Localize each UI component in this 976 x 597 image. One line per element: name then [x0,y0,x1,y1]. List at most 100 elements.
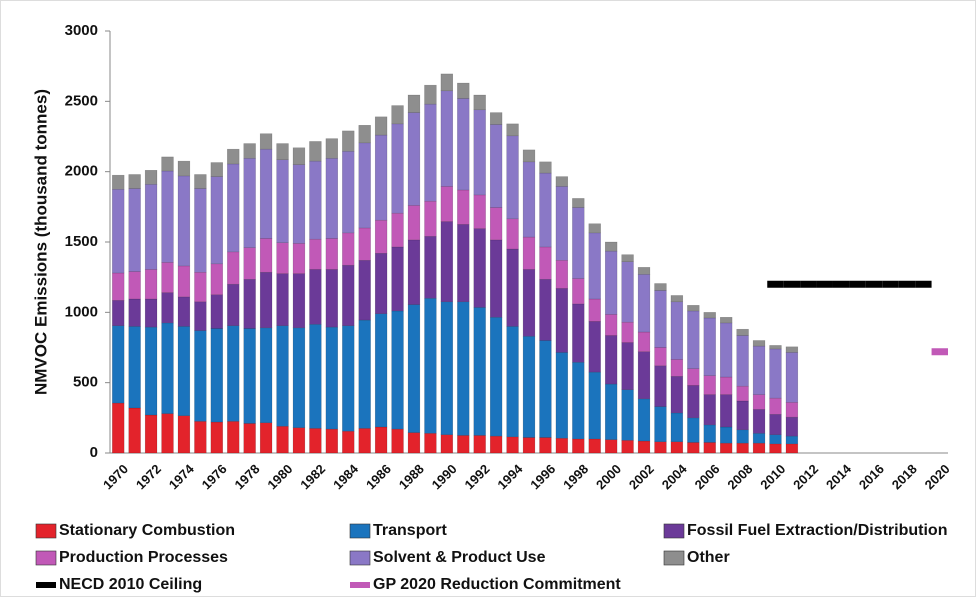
bar-segment [539,172,552,248]
bar-segment [621,321,634,343]
bar-segment [374,219,388,254]
bar-segment [637,331,651,352]
bar-segment [506,436,519,454]
bar-segment [309,428,322,454]
bar-segment [292,243,306,274]
bar-segment [259,133,273,150]
bar-segment [572,303,585,363]
bar-segment [358,227,371,261]
bar-segment [325,138,338,159]
bar-segment [128,174,141,189]
bar-segment [506,123,519,137]
bar-segment [342,151,355,234]
bar-segment [194,301,207,331]
bar-segment [440,73,454,92]
bar-segment [342,232,355,266]
bar-segment [489,207,503,241]
bar-segment [752,394,766,410]
bar-segment [720,322,733,378]
bar-segment [687,385,700,419]
bar-segment [177,326,191,416]
bar-segment [736,328,749,336]
bar-segment [194,330,207,422]
bar-segment [194,421,207,454]
bar-segment [144,326,158,416]
bar-segment [440,90,454,187]
bar-segment [407,239,421,305]
bar-segment [555,186,569,261]
bar-segment [276,273,289,326]
bar-segment [177,415,191,454]
bar-segment [144,269,158,300]
bar-segment [506,248,519,327]
bar-segment [292,327,306,428]
bar-segment [473,94,486,111]
y-tick-label: 1500 [65,233,98,250]
bar-segment [703,424,716,443]
bar-segment [243,279,256,329]
bar-segment [210,176,223,265]
bar-segment [539,246,552,280]
bar-segment [128,407,141,454]
bar-segment [144,414,158,454]
bar-segment [621,389,634,441]
bar-segment [637,398,651,442]
bar-segment [588,371,601,440]
legend-label: Production Processes [59,549,228,566]
bar-segment [720,394,733,428]
legend-label: Transport [373,522,447,539]
bar-segment [637,274,651,333]
bar-segment [177,265,191,298]
bar-segment [489,112,503,125]
bar-segment [604,241,618,252]
bar-segment [358,428,371,454]
bar-segment [457,98,470,191]
bar-segment [342,325,355,432]
bar-segment [391,428,404,454]
bar-segment [227,148,240,165]
bar-segment [522,236,536,270]
bar-segment [374,426,388,454]
bar-segment [588,321,601,373]
bar-segment [210,294,223,329]
legend-swatch [663,550,685,566]
bar-segment [292,273,306,329]
bar-segment [161,170,174,263]
bar-segment [292,427,306,454]
bar-segment [407,304,421,433]
bar-segment [539,279,552,341]
bar-segment [424,236,437,299]
bar-segment [358,142,371,229]
bar-segment [457,301,470,436]
bar-segment [276,143,289,160]
bar-segment [785,416,799,437]
bar-segment [440,186,454,222]
bar-segment [194,188,207,273]
bar-segment [457,435,470,454]
bar-segment [227,283,240,326]
bar-segment [391,123,404,214]
bar-segment [128,271,141,300]
bar-segment [112,402,125,454]
legend-label: Fossil Fuel Extraction/Distribution [687,522,947,539]
bar-segment [374,134,388,221]
bar-segment [473,435,486,454]
bar-segment [210,263,223,296]
bar-segment [407,205,421,241]
bar-segment [572,207,585,279]
bar-segment [309,269,322,325]
bar-segment [358,319,371,429]
bar-segment [227,163,240,253]
bar-segment [457,224,470,303]
bar-segment [785,435,799,445]
bar-segment [144,170,158,185]
bar-segment [539,340,552,438]
bar-segment [736,442,749,454]
bar-segment [112,325,125,404]
bar-segment [374,253,388,314]
bar-segment [720,376,733,395]
bar-segment [720,442,733,454]
bar-segment [243,247,256,280]
bar-segment [572,198,585,208]
bar-segment [522,335,536,438]
